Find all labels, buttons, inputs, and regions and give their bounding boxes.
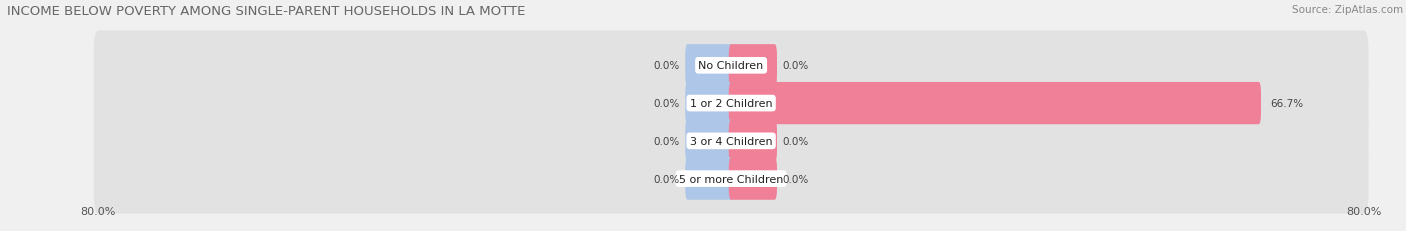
FancyBboxPatch shape xyxy=(728,120,778,162)
FancyBboxPatch shape xyxy=(728,82,1261,125)
Text: 0.0%: 0.0% xyxy=(654,99,679,109)
FancyBboxPatch shape xyxy=(94,31,1368,101)
FancyBboxPatch shape xyxy=(685,45,734,87)
FancyBboxPatch shape xyxy=(685,158,734,200)
FancyBboxPatch shape xyxy=(685,120,734,162)
Text: 0.0%: 0.0% xyxy=(654,174,679,184)
FancyBboxPatch shape xyxy=(685,82,734,125)
FancyBboxPatch shape xyxy=(728,158,778,200)
Text: Source: ZipAtlas.com: Source: ZipAtlas.com xyxy=(1292,5,1403,15)
Text: 3 or 4 Children: 3 or 4 Children xyxy=(690,136,772,146)
FancyBboxPatch shape xyxy=(94,106,1368,176)
FancyBboxPatch shape xyxy=(94,69,1368,138)
Text: 1 or 2 Children: 1 or 2 Children xyxy=(690,99,772,109)
Text: INCOME BELOW POVERTY AMONG SINGLE-PARENT HOUSEHOLDS IN LA MOTTE: INCOME BELOW POVERTY AMONG SINGLE-PARENT… xyxy=(7,5,526,18)
Text: 0.0%: 0.0% xyxy=(783,136,808,146)
FancyBboxPatch shape xyxy=(94,144,1368,214)
Text: 0.0%: 0.0% xyxy=(654,61,679,71)
Text: 0.0%: 0.0% xyxy=(783,61,808,71)
Text: No Children: No Children xyxy=(699,61,763,71)
FancyBboxPatch shape xyxy=(728,45,778,87)
Text: 0.0%: 0.0% xyxy=(654,136,679,146)
Text: 5 or more Children: 5 or more Children xyxy=(679,174,783,184)
Text: 66.7%: 66.7% xyxy=(1271,99,1303,109)
Text: 0.0%: 0.0% xyxy=(783,174,808,184)
